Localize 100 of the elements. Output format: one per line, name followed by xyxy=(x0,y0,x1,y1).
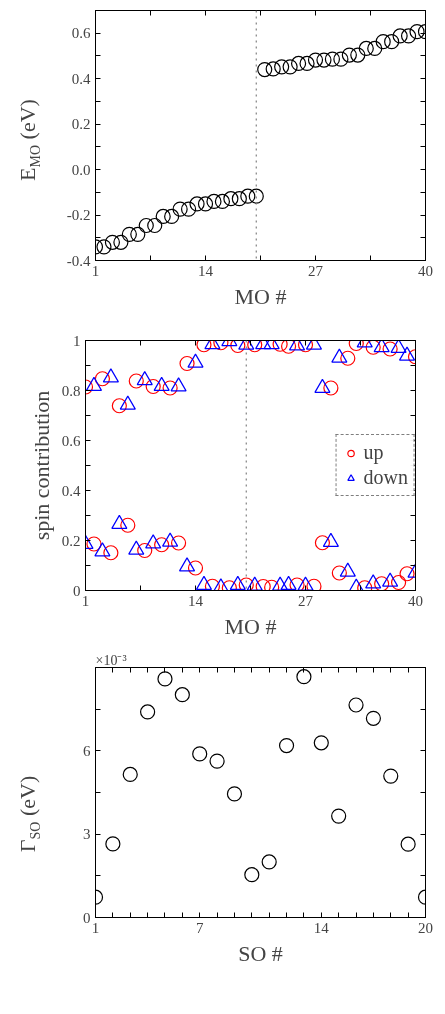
point xyxy=(240,188,256,204)
point xyxy=(409,24,425,40)
y-tick-label: 0 xyxy=(73,582,81,599)
point xyxy=(348,697,364,713)
point xyxy=(212,578,229,591)
point xyxy=(204,578,221,591)
x-tick-label: 14 xyxy=(188,592,204,609)
point xyxy=(230,340,246,354)
point xyxy=(280,340,297,354)
point xyxy=(96,239,112,255)
point xyxy=(128,373,144,389)
point xyxy=(162,532,179,547)
point xyxy=(316,52,332,68)
point xyxy=(137,542,153,559)
point xyxy=(244,867,260,883)
point xyxy=(192,746,208,762)
point xyxy=(348,578,365,591)
point xyxy=(324,51,341,67)
point xyxy=(358,40,374,57)
x-tick-label: 40 xyxy=(408,592,423,609)
point xyxy=(157,671,173,687)
point xyxy=(255,578,271,591)
x-axis-title: SO # xyxy=(238,940,283,966)
point xyxy=(278,737,295,754)
point xyxy=(307,52,324,68)
y-tick-label: 0.4 xyxy=(61,482,81,499)
y-axis-title: spin contribution xyxy=(28,390,54,541)
point xyxy=(400,28,417,44)
point xyxy=(322,532,339,547)
point xyxy=(229,575,246,590)
point xyxy=(383,768,399,784)
point xyxy=(375,34,391,50)
y-tick-label: 0.2 xyxy=(61,532,81,549)
x-tick-label: 40 xyxy=(418,262,433,279)
legend-label: up xyxy=(363,441,384,464)
point xyxy=(111,514,128,529)
y-tick-label: 0.0 xyxy=(71,161,91,178)
point xyxy=(231,191,247,207)
point xyxy=(274,59,290,75)
y-tick-label: 0.4 xyxy=(71,70,91,87)
x-tick-label: 27 xyxy=(308,262,324,279)
point xyxy=(196,340,212,353)
point xyxy=(365,574,382,589)
legend-label: down xyxy=(363,466,408,489)
point xyxy=(392,28,408,44)
point xyxy=(350,47,366,63)
point xyxy=(105,836,121,852)
point xyxy=(282,59,298,75)
point xyxy=(113,234,129,250)
x-tick-label: 14 xyxy=(313,919,330,936)
x-tick-label: 14 xyxy=(198,262,214,279)
x-axis-title: MO # xyxy=(224,613,277,639)
point xyxy=(130,226,146,242)
y-tick-label: 0.6 xyxy=(61,432,81,449)
point xyxy=(272,340,288,352)
point xyxy=(180,201,197,217)
point xyxy=(121,226,137,242)
point xyxy=(103,545,119,561)
point xyxy=(164,208,180,224)
point xyxy=(140,704,156,720)
y-tick-label: -0.4 xyxy=(66,252,91,269)
point xyxy=(297,576,314,591)
y-tick-label: 0 xyxy=(83,909,91,926)
point xyxy=(340,350,356,366)
point xyxy=(238,577,254,591)
point xyxy=(365,340,381,355)
point xyxy=(314,535,331,551)
point xyxy=(384,34,400,50)
point xyxy=(122,766,138,783)
annotation: ×10⁻³ xyxy=(95,652,127,668)
point xyxy=(187,560,204,576)
point xyxy=(214,193,231,209)
point xyxy=(145,378,161,395)
point xyxy=(290,55,307,72)
point xyxy=(155,208,171,224)
point xyxy=(289,577,305,591)
point xyxy=(257,62,273,78)
point xyxy=(261,854,277,870)
x-axis-title: MO # xyxy=(234,283,287,309)
point xyxy=(399,566,415,582)
point xyxy=(128,540,145,555)
point xyxy=(120,517,136,533)
point xyxy=(172,201,188,217)
point xyxy=(174,687,190,703)
point xyxy=(390,574,407,591)
point xyxy=(170,535,187,551)
point xyxy=(365,710,381,726)
point xyxy=(178,557,196,572)
point xyxy=(373,340,390,353)
point xyxy=(297,340,314,353)
point xyxy=(382,572,399,587)
point xyxy=(367,40,383,57)
point xyxy=(333,51,349,67)
y-tick-label: 0.8 xyxy=(61,382,81,399)
point xyxy=(104,234,121,250)
point xyxy=(382,341,398,357)
point xyxy=(147,217,163,234)
point xyxy=(246,576,263,591)
point xyxy=(179,355,195,372)
y-tick-label: 3 xyxy=(83,826,91,843)
